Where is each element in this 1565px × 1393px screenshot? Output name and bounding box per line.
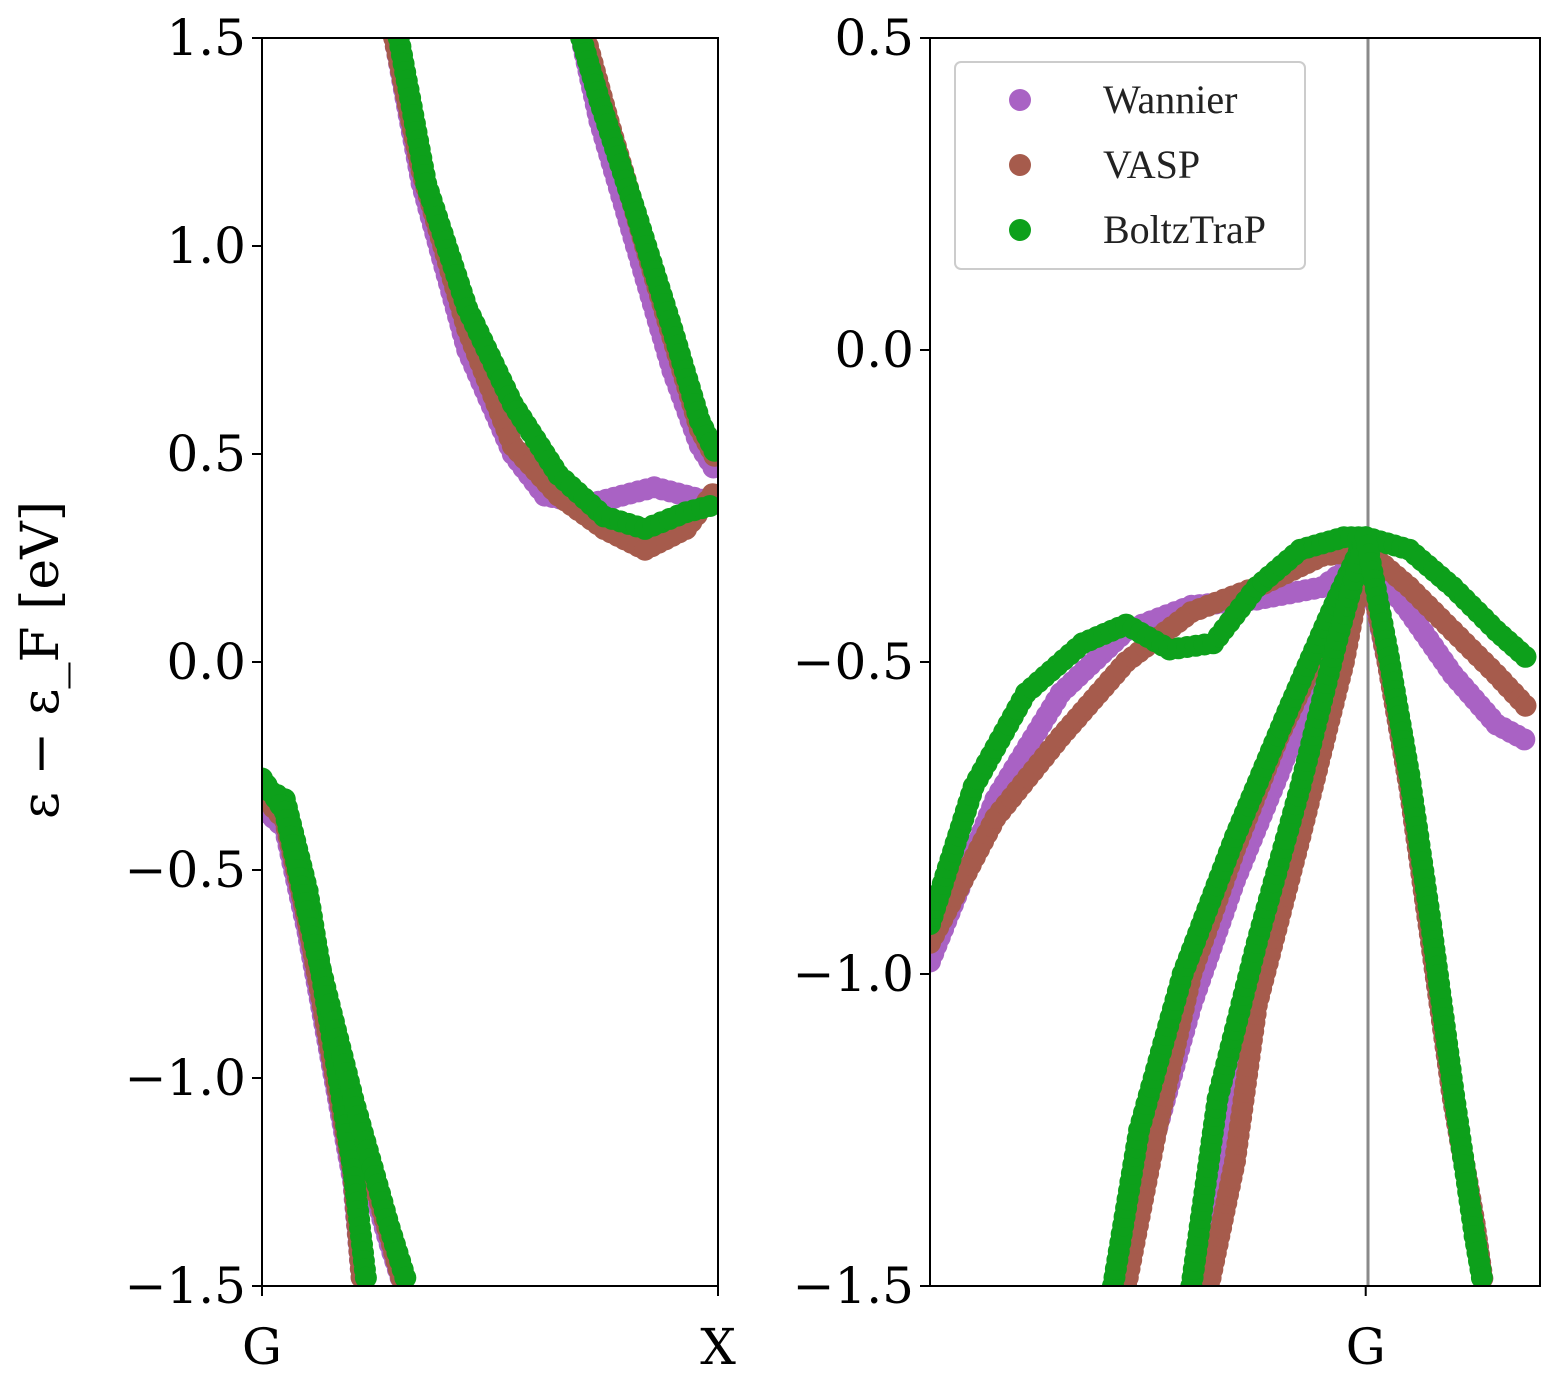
left-panel: −1.5 −1.0 −0.5 0.0 0.5 1.0 1.5 G X (125, 9, 737, 1376)
y-tick-label: −1.0 (125, 1049, 246, 1107)
data-point-wannier-band-0 (1513, 728, 1536, 751)
y-tick-label: 0.5 (166, 425, 246, 483)
data-point-boltztrap-band-3 (703, 439, 718, 462)
legend-label-wannier: Wannier (1103, 77, 1238, 122)
x-tick-label: X (700, 1318, 736, 1376)
y-axis-label: ε − ε_F [eV] (11, 501, 71, 819)
data-point-boltztrap-band-0 (1514, 645, 1537, 668)
y-tick-label: −1.0 (793, 945, 914, 1003)
right-plot-frame (929, 37, 1541, 1287)
legend-marker-wannier (1009, 89, 1031, 111)
data-point-boltztrap-band-3 (1470, 1266, 1493, 1286)
legend: Wannier VASP BoltzTraP (954, 61, 1306, 270)
data-point-boltztrap-band-2 (699, 495, 718, 517)
legend-marker-vasp (1009, 154, 1031, 176)
legend-box (954, 61, 1306, 270)
legend-marker-boltztrap (1009, 219, 1031, 241)
y-tick-label: 0.0 (834, 321, 914, 379)
y-tick-label: 0.0 (166, 633, 246, 691)
y-tick-label: −1.5 (793, 1257, 914, 1315)
left-axes: −1.5 −1.0 −0.5 0.0 0.5 1.0 1.5 G X (125, 9, 737, 1376)
legend-label-boltztrap: BoltzTraP (1103, 207, 1266, 252)
data-point-boltztrap-band-1 (394, 1266, 417, 1286)
y-tick-label: −1.5 (125, 1257, 246, 1315)
right-data-points (930, 526, 1537, 1286)
right-axes: −1.5 −1.0 −0.5 0.0 0.5 G (793, 9, 1386, 1376)
y-tick-label: −0.5 (125, 841, 246, 899)
data-point-vasp-band-0 (1514, 694, 1537, 717)
x-tick-label: G (1346, 1318, 1386, 1376)
y-tick-label: 1.5 (166, 9, 246, 67)
left-plot-frame (261, 37, 719, 1287)
y-tick-label: 0.5 (834, 9, 914, 67)
right-panel: −1.5 −1.0 −0.5 0.0 0.5 G Wannier VASP BoltzTr… (793, 9, 1541, 1376)
legend-label-vasp: VASP (1103, 142, 1200, 187)
data-point-boltztrap-band-0 (354, 1266, 377, 1286)
x-tick-label: G (242, 1318, 282, 1376)
left-data-points (262, 38, 718, 1286)
y-tick-label: 1.0 (166, 217, 246, 275)
y-tick-label: −0.5 (793, 633, 914, 691)
